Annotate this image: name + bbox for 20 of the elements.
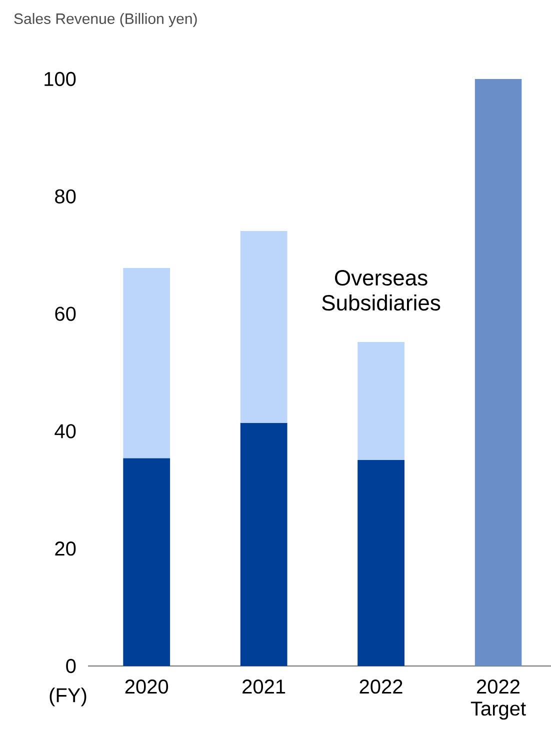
y-tick-label: 40 <box>54 424 76 438</box>
x-tick-label: 2021 <box>242 680 286 694</box>
y-tick-label: 100 <box>44 72 76 86</box>
x-tick-label: 2020 <box>125 680 168 694</box>
bar <box>123 268 170 458</box>
series-label: Overseas Subsidiaries <box>322 270 440 311</box>
y-tick-label: 20 <box>55 542 76 556</box>
y-tick-label: 60 <box>55 306 76 321</box>
bar <box>358 342 404 460</box>
y-tick-label: 0 <box>66 658 76 674</box>
chart-title: Sales Revenue (Billion yen) <box>14 13 197 27</box>
bar <box>123 458 170 666</box>
x-axis-title: (FY) <box>50 688 86 706</box>
y-tick-label: 80 <box>55 189 76 204</box>
bar <box>474 79 522 666</box>
x-tick-label: 2022 <box>360 680 402 694</box>
bar <box>240 422 288 666</box>
bar <box>358 460 404 666</box>
bar <box>240 231 288 423</box>
x-tick-label: 2022 Target <box>470 680 526 720</box>
